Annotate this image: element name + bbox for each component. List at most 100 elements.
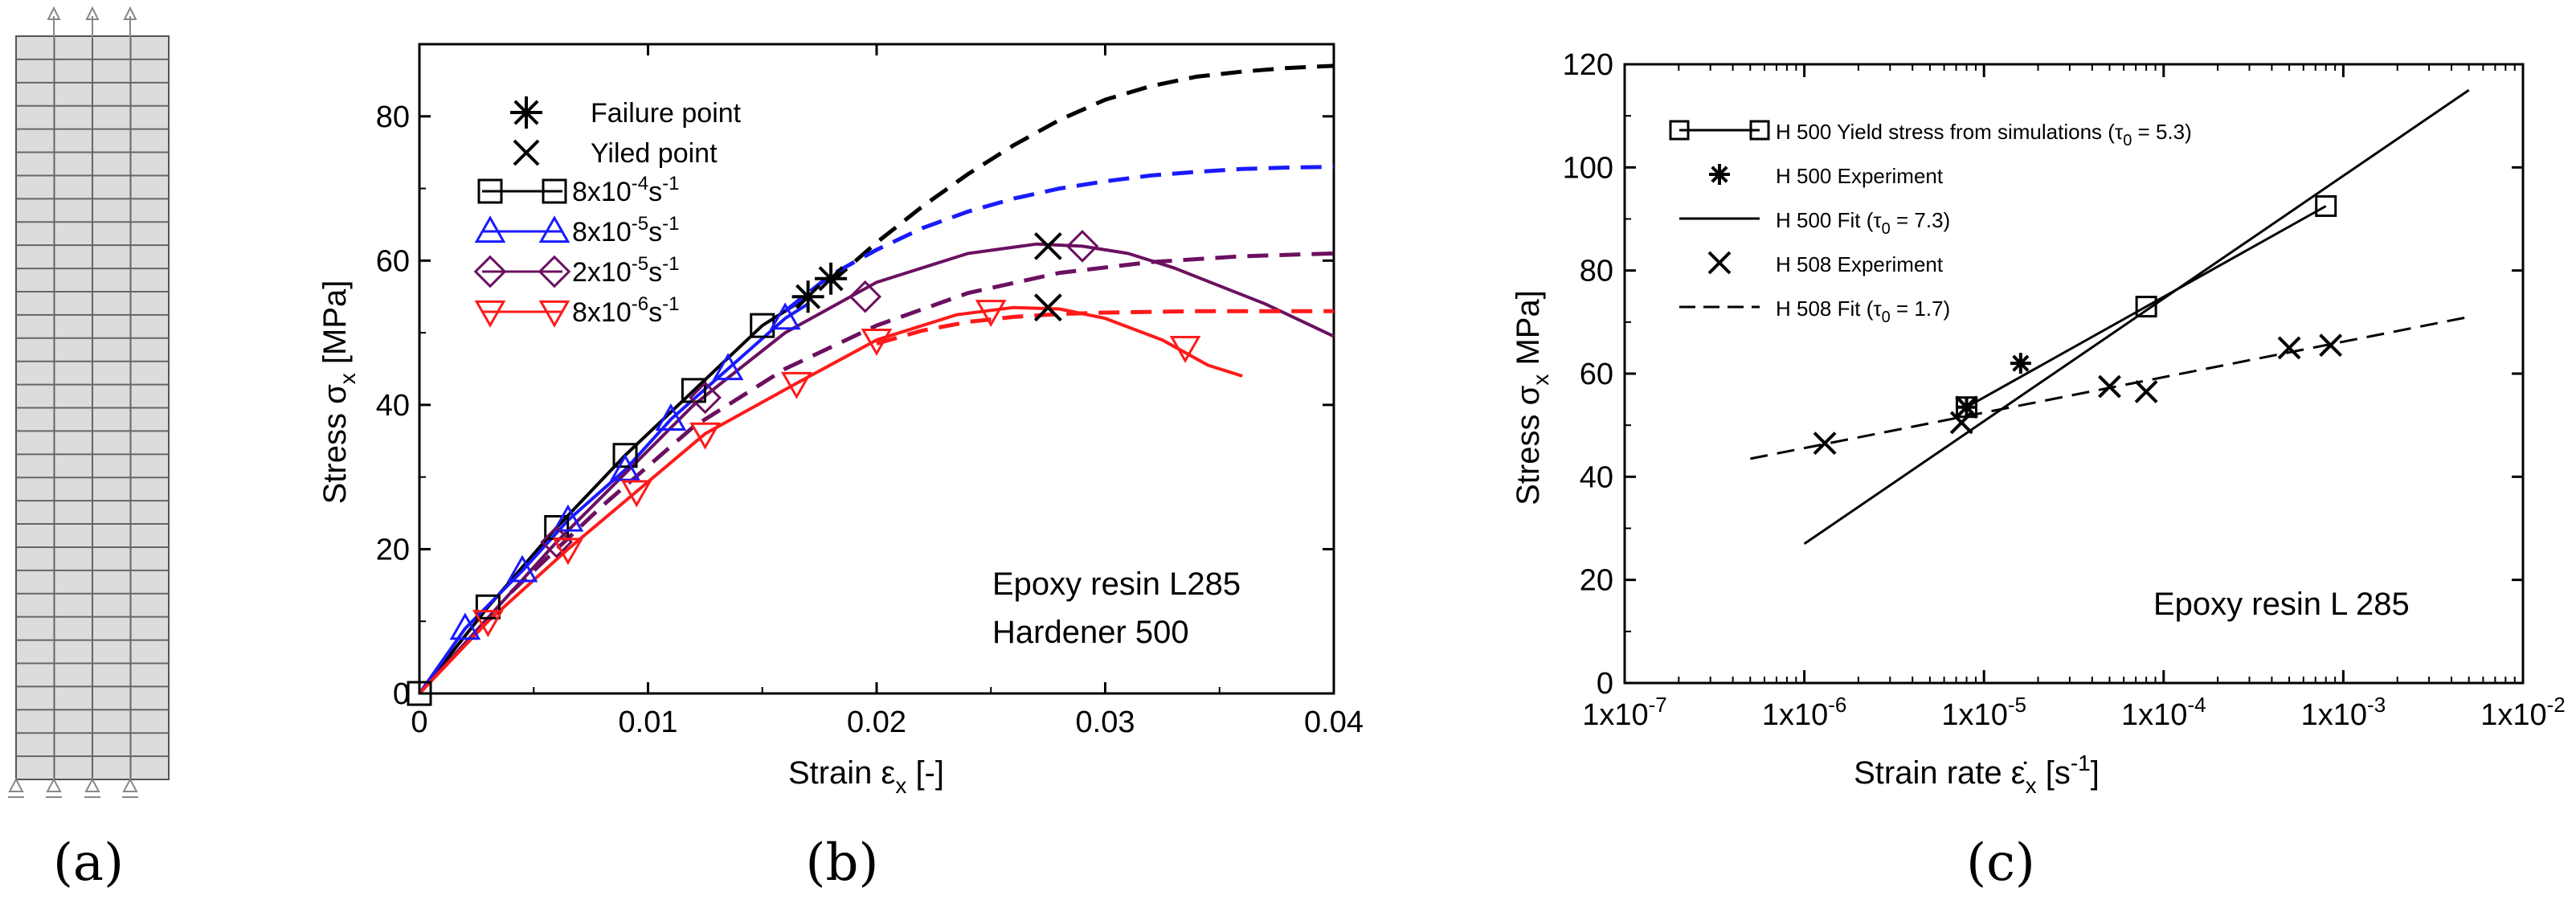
chart-c-xlabel: Strain rate ε̇x [s-1]: [1854, 751, 2100, 798]
chart-c-series-3-point: [1955, 395, 1978, 419]
chart-b-series-6-point: [620, 480, 652, 508]
chart-b-legend-marker: [477, 178, 503, 204]
chart-b-legend-label: 8x10-5s-1: [572, 213, 679, 247]
chart-b-series-2-point: [609, 453, 641, 481]
load-arrows: [47, 6, 137, 39]
chart-b-series-6-point: [1169, 335, 1201, 363]
chart-c-ytick-label: 0: [1597, 667, 1613, 701]
chart-c-legend: H 500 Yield stress from simulations (τ0 …: [1669, 120, 2192, 326]
chart-b: 0 0.01 0.02 0.03 0.04 0 20 40 60 80 Failure point…: [317, 43, 1364, 798]
load-arrow-head: [123, 6, 137, 20]
chart-c-ytick-label: 20: [1580, 564, 1613, 598]
chart-b-series-6-point: [781, 371, 812, 399]
chart-c-markers: [1813, 194, 2343, 456]
chart-b-annotation-1: Epoxy resin L285: [992, 566, 1241, 602]
chart-b-series-2-point: [769, 302, 801, 330]
chart-c-ytick-label: 120: [1563, 48, 1613, 82]
load-arrow-head: [47, 6, 61, 20]
chart-c-series-3-point: [1949, 411, 1973, 435]
chart-b-xtick-label: 0.03: [1076, 706, 1135, 739]
chart-c-ytick-label: 80: [1580, 255, 1613, 288]
chart-b-series-5-line: [509, 251, 1335, 595]
chart-b-legend-marker: [538, 215, 570, 243]
chart-c-annotation: Epoxy resin L 285: [2153, 587, 2410, 622]
chart-b-series-4-line: [418, 242, 1335, 695]
chart-b-legend-label: 2x10-5s-1: [572, 253, 679, 288]
chart-b-legend-label: Failure point: [591, 98, 742, 129]
chart-c-legend-label: H 500 Fit (τ0 = 7.3): [1776, 208, 1950, 238]
chart-c-series-1-point: [2010, 353, 2031, 374]
chart-b-legend-marker: [538, 255, 571, 288]
chart-b-ytick-label: 80: [376, 100, 410, 134]
chart-b-series-2-point: [712, 353, 744, 381]
chart-b-ytick-label: 60: [376, 244, 410, 278]
chart-b-legend-marker: [513, 139, 540, 166]
chart-b-legend: Failure point Yiled point 8x10-4s-1 8x10-5s…: [473, 96, 742, 328]
chart-b-legend-marker: [510, 96, 542, 129]
chart-b-series-6-point: [689, 422, 722, 450]
chart-b-ylabel: Stress σx [MPa]: [317, 280, 360, 505]
chart-b-series-6-point: [472, 610, 504, 638]
chart-b-series-2-line: [418, 302, 809, 695]
chart-c-xtick-label: 1x10-4: [2121, 693, 2206, 732]
chart-c-ylabel: Stress σx MPa]: [1511, 290, 1553, 505]
chart-c-legend-label: H 508 Fit (τ0 = 1.7): [1776, 297, 1950, 326]
chart-b-legend-label: Yiled point: [591, 138, 718, 169]
support-triangle: [46, 777, 62, 792]
chart-b-legend-marker: [474, 215, 506, 243]
chart-c-xtick-label: 1x10-7: [1582, 693, 1667, 732]
panel-a-label: (a): [53, 833, 124, 893]
chart-b-series-6-point: [861, 328, 893, 356]
chart-b-series-0-point: [475, 594, 501, 620]
chart-b-series-4-point: [848, 280, 882, 313]
chart-c-series-3-point: [2277, 336, 2301, 360]
chart-b-xtick-label: 0: [411, 706, 427, 739]
chart-b-xtick-label: 0.04: [1304, 706, 1364, 739]
chart-c-xtick-label: 1x10-2: [2480, 693, 2566, 732]
chart-b-series-4-point: [1065, 230, 1099, 263]
chart-b-series-6-point: [552, 538, 584, 566]
chart-c-legend-marker: [1749, 120, 1770, 141]
chart-b-ytick-label: 0: [393, 677, 410, 711]
chart-b-series-2-point: [449, 612, 481, 640]
chart-b-ytick-label: 40: [376, 389, 410, 423]
chart-b-legend-label: 8x10-6s-1: [572, 293, 679, 328]
chart-c-legend-marker: [1707, 251, 1732, 275]
chart-b-ytick-label: 20: [376, 533, 410, 566]
chart-c-ytick-label: 100: [1563, 151, 1613, 185]
chart-b-annotation-2: Hardener 500: [992, 615, 1189, 650]
chart-c: 1x10-7 1x10-6 1x10-5 1x10-4 1x10-3 1x10-2 0 20 4…: [1511, 48, 2566, 798]
chart-b-legend-marker: [474, 300, 506, 328]
chart-b-series-0-point: [612, 443, 638, 468]
panel-b-label: (b): [806, 833, 879, 893]
chart-b-xlabel: Strain εx [-]: [788, 755, 944, 798]
chart-c-series-0-point: [2135, 296, 2157, 318]
support-triangle: [84, 777, 100, 792]
chart-c-ticks: 1x10-7 1x10-6 1x10-5 1x10-4 1x10-3 1x10-2 0 20 4…: [1563, 48, 2566, 732]
chart-b-series-6-point: [975, 300, 1007, 328]
panel-a-mesh: [8, 6, 170, 798]
chart-b-legend-marker: [542, 178, 567, 204]
chart-c-legend-marker: [1709, 164, 1730, 185]
chart-b-series-1-line: [829, 63, 1335, 284]
chart-c-xtick-label: 1x10-6: [1762, 693, 1847, 732]
chart-b-markers: [407, 230, 1201, 706]
chart-c-series-0-point: [2315, 194, 2337, 217]
chart-b-series-2-point: [655, 403, 687, 431]
chart-b-yield-point: [1033, 293, 1062, 322]
chart-b-xtick-label: 0.01: [619, 706, 678, 739]
chart-c-series-3-point: [2134, 380, 2158, 403]
chart-b-legend-marker: [473, 255, 507, 288]
chart-b-series-2-point: [552, 504, 584, 532]
chart-b-failure-point: [815, 262, 848, 295]
chart-c-series-3-point: [1813, 432, 1837, 456]
chart-b-ticks: 0 0.01 0.02 0.03 0.04 0 20 40 60 80: [376, 44, 1364, 739]
chart-b-series-4-point: [540, 526, 574, 558]
chart-c-legend-label: H 508 Experiment: [1776, 252, 1944, 276]
chart-b-legend-marker: [538, 300, 570, 328]
support-triangle: [122, 777, 138, 792]
chart-b-series-4-point: [689, 381, 722, 415]
chart-b-yield-point: [1033, 231, 1062, 260]
chart-c-series-3-point: [2319, 333, 2343, 358]
chart-c-ytick-label: 40: [1580, 460, 1613, 494]
